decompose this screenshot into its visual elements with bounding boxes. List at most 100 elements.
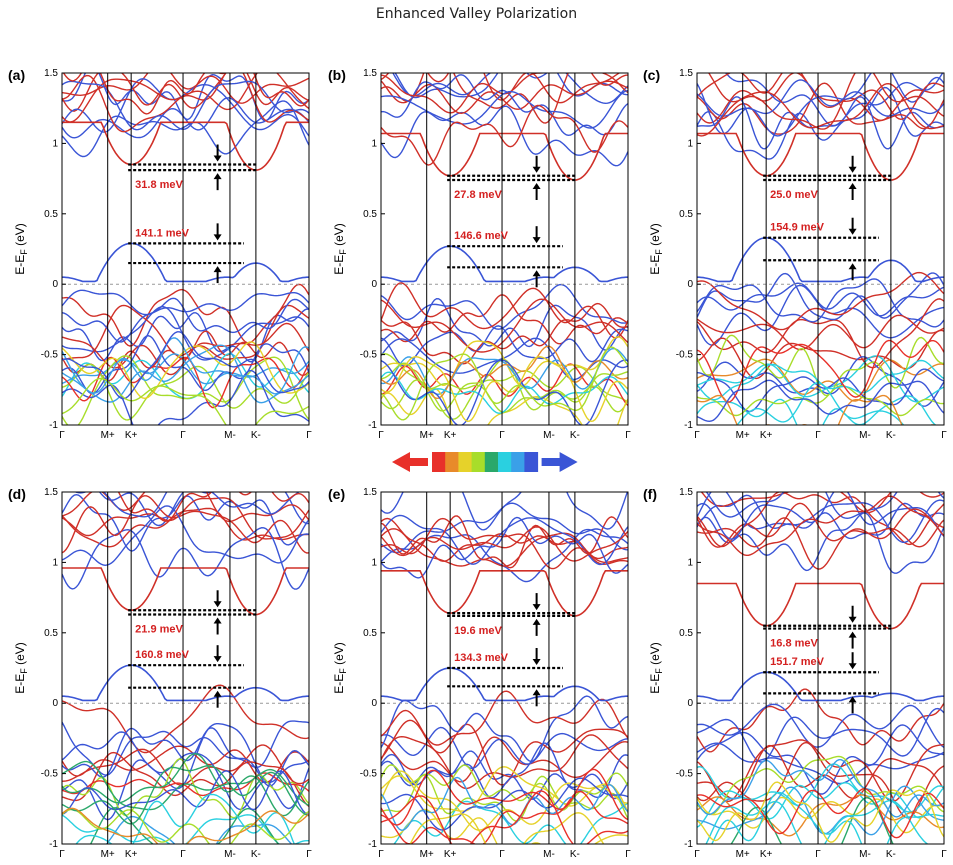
panel-d: -1 -0.5 0 0.5 1 1.5 Γ M+ K+ Γ M- K- Γ E-EF (eV) (d) 21.… xyxy=(8,486,312,860)
legend-color-swatch xyxy=(484,452,499,472)
lowest-conduction-band xyxy=(697,132,944,181)
x-tick-label: K+ xyxy=(125,849,138,860)
panel-label: (f) xyxy=(643,486,657,502)
x-tick-label: Γ xyxy=(694,849,700,860)
spin-down-arrow-icon xyxy=(848,605,857,623)
valence-band-mixed xyxy=(697,794,944,837)
conduction-band xyxy=(697,79,944,117)
legend-color-swatch xyxy=(445,452,459,472)
conduction-band xyxy=(697,512,944,574)
highest-valence-band xyxy=(62,242,309,283)
y-tick-label: 1 xyxy=(52,138,58,149)
plot-frame xyxy=(696,72,945,426)
valence-band xyxy=(697,703,944,749)
x-tick-label: M- xyxy=(859,430,871,441)
x-tick-label: Γ xyxy=(694,430,700,441)
valence-band-mixed xyxy=(409,812,605,844)
x-tick-label: Γ xyxy=(815,430,821,441)
y-tick-label: 0.5 xyxy=(679,209,693,220)
y-tick-label: -1 xyxy=(49,420,58,431)
valence-band-mixed xyxy=(62,334,309,395)
x-tick-label: K+ xyxy=(760,430,773,441)
y-tick-label: 1.5 xyxy=(363,487,377,498)
x-tick-label: K+ xyxy=(444,849,457,860)
conduction-band xyxy=(705,492,944,520)
x-tick-label: K+ xyxy=(760,849,773,860)
y-tick-label: -0.5 xyxy=(676,769,694,780)
highest-valence-band xyxy=(381,245,628,283)
lowest-conduction-band xyxy=(62,121,309,171)
spin-up-arrow-icon xyxy=(532,183,541,201)
y-tick-label: 0 xyxy=(52,279,58,290)
x-tick-label: Γ xyxy=(59,430,65,441)
y-tick-label: -1 xyxy=(684,839,693,850)
lowest-conduction-band xyxy=(381,132,628,181)
highest-valence-band xyxy=(697,237,944,283)
spin-down-arrow-icon xyxy=(213,590,222,608)
conduction-band xyxy=(98,492,309,527)
conduction-band xyxy=(697,73,944,137)
valence-band xyxy=(697,742,944,785)
conduction-band xyxy=(381,80,628,115)
valence-band-mixed xyxy=(62,356,309,409)
y-tick-label: 0.5 xyxy=(44,628,58,639)
conduction-band xyxy=(700,492,944,514)
x-tick-label: M+ xyxy=(420,430,434,441)
conduction-band xyxy=(62,507,309,548)
valence-band-mixed xyxy=(381,355,628,423)
spin-up-arrow-icon xyxy=(213,617,222,635)
band-lines xyxy=(697,492,944,844)
conduction-band xyxy=(381,526,628,562)
gap-value-label: 31.8 meV xyxy=(135,179,183,191)
y-tick-label: 1 xyxy=(687,557,693,568)
y-tick-label: 0 xyxy=(371,279,377,290)
conduction-band xyxy=(697,73,944,121)
conduction-band xyxy=(62,497,309,540)
spin-up-arrow-icon xyxy=(848,263,857,281)
valence-band-mixed xyxy=(381,336,628,387)
spin-down-arrow-icon xyxy=(532,593,541,611)
highest-valence-band xyxy=(62,664,309,702)
valence-band-mixed xyxy=(62,377,309,425)
valence-band xyxy=(697,707,944,763)
x-tick-label: M+ xyxy=(736,849,750,860)
valence-band xyxy=(381,283,628,330)
panel-e: -1 -0.5 0 0.5 1 1.5 Γ M+ K+ Γ M- K- Γ E-EF (eV) (e) 19.… xyxy=(328,486,631,860)
plot-frame xyxy=(61,72,310,426)
y-tick-label: -0.5 xyxy=(360,350,378,361)
highest-valence-band xyxy=(697,671,944,702)
band-lines xyxy=(62,73,309,425)
valence-band-mixed xyxy=(62,765,309,825)
valence-band-mixed xyxy=(62,814,309,844)
blue-arrow-right-icon xyxy=(541,452,578,472)
page-title: Enhanced Valley Polarization xyxy=(375,6,578,22)
y-tick-label: -0.5 xyxy=(41,769,59,780)
conduction-band xyxy=(697,492,944,543)
valence-band-mixed xyxy=(697,759,944,818)
valence-band-mixed xyxy=(711,791,944,844)
valence-band xyxy=(381,297,628,351)
x-tick-label: Γ xyxy=(378,849,384,860)
valence-band xyxy=(62,727,309,787)
valence-band-mixed xyxy=(697,781,944,843)
gap-value-label: 151.7 meV xyxy=(770,656,824,668)
gap-value-label: 25.0 meV xyxy=(770,189,818,201)
spin-down-arrow-icon xyxy=(213,645,222,663)
valence-band-mixed xyxy=(62,770,309,815)
valence-band-mixed xyxy=(381,776,628,832)
valence-band xyxy=(381,695,628,763)
conduction-band xyxy=(381,105,628,167)
panel-label: (d) xyxy=(8,486,26,502)
valence-band-mixed xyxy=(381,777,628,831)
valence-band xyxy=(697,688,944,753)
conduction-band xyxy=(62,73,309,133)
conduction-band xyxy=(724,73,944,127)
conduction-band xyxy=(62,526,309,590)
legend-color-swatch xyxy=(432,452,446,472)
x-tick-label: M- xyxy=(543,849,555,860)
spin-up-arrow-icon xyxy=(848,696,857,714)
valence-band xyxy=(697,284,944,346)
valence-band-mixed xyxy=(381,359,628,425)
conduction-band xyxy=(381,73,628,124)
conduction-band xyxy=(62,73,309,112)
